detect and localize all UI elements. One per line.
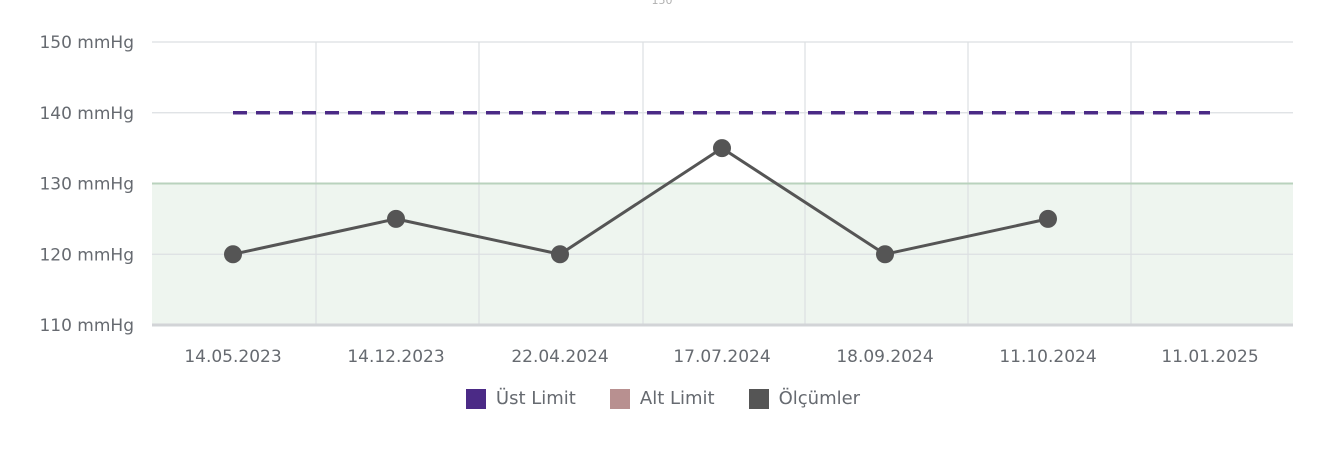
measurement-point [551, 245, 569, 263]
chart-legend: Üst Limit Alt Limit Ölçümler [0, 388, 1326, 409]
y-tick-label: 120 mmHg [39, 245, 134, 265]
legend-label: Alt Limit [640, 388, 715, 409]
legend-label: Üst Limit [496, 388, 576, 409]
measurement-point [1039, 210, 1057, 228]
legend-swatch-ust-limit [466, 389, 486, 409]
measurement-point [387, 210, 405, 228]
y-tick-label: 150 mmHg [39, 33, 134, 53]
measurement-point [224, 245, 242, 263]
x-tick-label: 18.09.2024 [836, 347, 933, 367]
measurement-point [713, 139, 731, 157]
y-tick-label: 130 mmHg [39, 175, 134, 195]
legend-swatch-alt-limit [610, 389, 630, 409]
legend-item-ust-limit[interactable]: Üst Limit [466, 388, 576, 409]
x-tick-label: 22.04.2024 [511, 347, 608, 367]
y-tick-label: 110 mmHg [39, 316, 134, 336]
legend-item-olcumler[interactable]: Ölçümler [749, 388, 860, 409]
x-tick-label: 11.10.2024 [999, 347, 1096, 367]
top-axis-label: 150 [652, 0, 673, 7]
x-tick-label: 14.12.2023 [347, 347, 444, 367]
legend-item-alt-limit[interactable]: Alt Limit [610, 388, 715, 409]
legend-swatch-olcumler [749, 389, 769, 409]
legend-label: Ölçümler [779, 388, 860, 409]
x-tick-label: 17.07.2024 [673, 347, 770, 367]
measurement-point [876, 245, 894, 263]
y-tick-label: 140 mmHg [39, 104, 134, 124]
x-tick-label: 11.01.2025 [1161, 347, 1258, 367]
x-tick-label: 14.05.2023 [184, 347, 281, 367]
